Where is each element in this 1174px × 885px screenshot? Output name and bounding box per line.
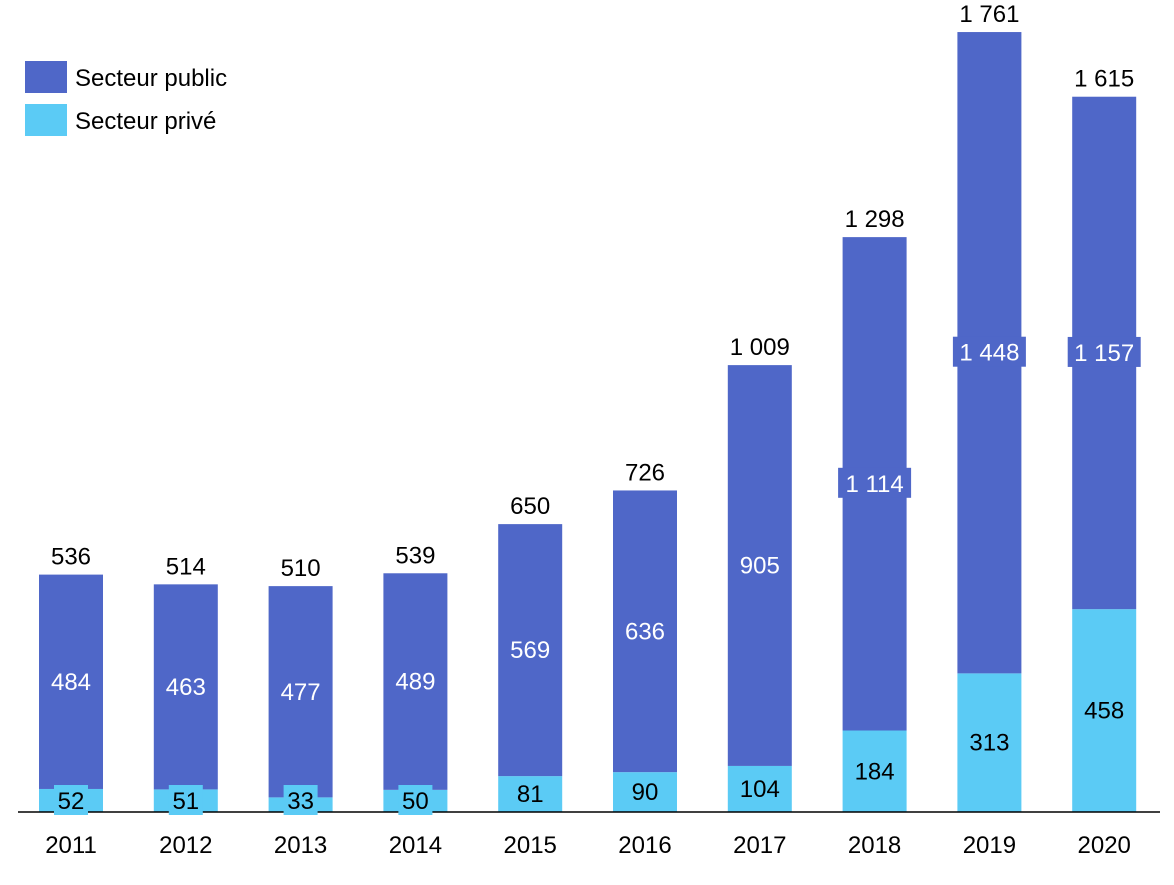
value-label-secteur-prive-2013-box xyxy=(283,785,318,815)
value-label-secteur-public-2018: 1 114 xyxy=(845,471,903,498)
total-label-2019: 1 761 xyxy=(959,1,1019,28)
bar-secteur-public-2015 xyxy=(498,524,563,777)
value-label-secteur-prive-2014: 50 xyxy=(402,788,429,815)
x-tick-label-2012: 2012 xyxy=(159,832,212,859)
value-label-secteur-prive-2019: 313 xyxy=(969,730,1009,757)
value-label-secteur-public-2011: 484 xyxy=(51,669,91,696)
bar-secteur-prive-2019 xyxy=(957,673,1022,812)
value-label-secteur-public-2020: 1 157 xyxy=(1074,340,1134,367)
value-label-secteur-prive-2014-box xyxy=(398,785,433,815)
value-label-secteur-public-2019-box xyxy=(952,336,1026,367)
value-label-secteur-prive-2012: 51 xyxy=(172,788,199,815)
x-tick-label-2011: 2011 xyxy=(45,832,97,859)
value-label-secteur-public-2013: 477 xyxy=(281,679,321,706)
value-label-secteur-public-2020-box xyxy=(1067,336,1141,367)
value-label-secteur-public-2019: 1 448 xyxy=(959,340,1019,367)
bar-secteur-public-2016 xyxy=(613,490,677,773)
bar-secteur-prive-2015 xyxy=(498,776,563,812)
bar-secteur-public-2017 xyxy=(727,365,792,766)
x-tick-label-2014: 2014 xyxy=(389,832,442,859)
value-label-secteur-public-2016: 636 xyxy=(625,618,665,645)
x-tick-label-2015: 2015 xyxy=(504,832,557,859)
total-label-2013: 510 xyxy=(281,555,321,582)
value-label-secteur-public-2018-group: 1 114 xyxy=(838,467,912,498)
value-label-secteur-prive-2011-group: 52 xyxy=(54,785,88,815)
bar-secteur-public-2014 xyxy=(383,573,448,790)
legend: Secteur public Secteur privé xyxy=(25,61,227,136)
total-label-2018: 1 298 xyxy=(845,206,905,233)
value-label-secteur-prive-2012-group: 51 xyxy=(168,785,203,815)
legend-label-secteur-prive: Secteur privé xyxy=(75,108,216,135)
x-tick-label-2016: 2016 xyxy=(618,832,671,859)
x-tick-label-2017: 2017 xyxy=(733,832,786,859)
bar-secteur-prive-2020 xyxy=(1072,609,1137,812)
total-label-2020: 1 615 xyxy=(1074,66,1134,93)
labels-layer: 52 484 536 2011 51 463 514 2012 33 477 510 2013 50 48… xyxy=(45,1,1141,859)
total-label-2015: 650 xyxy=(510,493,550,520)
x-tick-label-2018: 2018 xyxy=(848,832,901,859)
value-label-secteur-public-2017: 905 xyxy=(740,553,780,580)
total-label-2017: 1 009 xyxy=(730,334,790,361)
value-label-secteur-public-2012: 463 xyxy=(166,674,206,701)
total-label-2011: 536 xyxy=(51,544,91,571)
total-label-2016: 726 xyxy=(625,459,665,486)
value-label-secteur-public-2014: 489 xyxy=(395,669,435,696)
value-label-secteur-prive-2015: 81 xyxy=(517,781,544,808)
bar-secteur-prive-2017 xyxy=(727,765,792,812)
bar-secteur-prive-2018 xyxy=(842,730,907,812)
value-label-secteur-prive-2013-group: 33 xyxy=(283,785,318,815)
value-label-secteur-prive-2017: 104 xyxy=(740,776,780,803)
value-label-secteur-public-2015: 569 xyxy=(510,637,550,664)
value-label-secteur-prive-2013: 33 xyxy=(287,788,314,815)
x-tick-label-2013: 2013 xyxy=(274,832,327,859)
bar-secteur-prive-2016 xyxy=(613,772,677,812)
value-label-secteur-prive-2020: 458 xyxy=(1084,698,1124,725)
legend-label-secteur-public: Secteur public xyxy=(75,65,227,92)
legend-swatch-secteur-prive xyxy=(25,104,67,136)
total-label-2012: 514 xyxy=(166,553,206,580)
value-label-secteur-public-2020-group: 1 157 xyxy=(1067,336,1141,367)
bar-secteur-public-2011 xyxy=(39,574,103,789)
value-label-secteur-prive-2011-box xyxy=(54,785,88,815)
x-tick-label-2019: 2019 xyxy=(963,832,1016,859)
value-label-secteur-prive-2012-box xyxy=(168,785,203,815)
value-label-secteur-public-2018-box xyxy=(838,467,912,498)
value-label-secteur-prive-2016: 90 xyxy=(632,779,659,806)
bars-layer xyxy=(39,32,1137,812)
bar-secteur-public-2012 xyxy=(153,584,218,790)
value-label-secteur-prive-2011: 52 xyxy=(58,788,85,815)
value-label-secteur-public-2019-group: 1 448 xyxy=(952,336,1026,367)
value-label-secteur-prive-2018: 184 xyxy=(855,758,895,785)
legend-swatch-secteur-public xyxy=(25,61,67,93)
total-label-2014: 539 xyxy=(395,542,435,569)
x-tick-label-2020: 2020 xyxy=(1078,832,1131,859)
value-label-secteur-prive-2014-group: 50 xyxy=(398,785,433,815)
bar-secteur-public-2013 xyxy=(268,586,333,798)
